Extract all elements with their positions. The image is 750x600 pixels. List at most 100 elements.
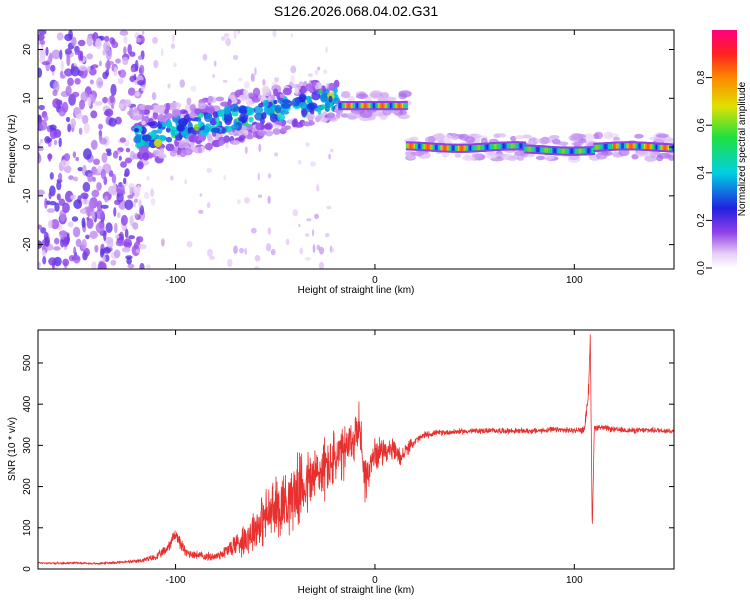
- spectrogram-cell: [248, 116, 254, 123]
- spectrogram-cell: [310, 161, 316, 167]
- figure-title: S126.2026.068.04.02.G31: [274, 3, 438, 19]
- spectrogram-cell: [298, 93, 307, 103]
- spectrogram-cell: [48, 153, 52, 162]
- spectrogram-cell: [103, 41, 110, 52]
- spectrogram-cell: [125, 255, 133, 260]
- spectrogram-cell: [169, 150, 178, 157]
- spectrogram-cell: [81, 199, 90, 205]
- spectrogram-cell: [493, 133, 501, 139]
- spectrogram-cell: [153, 149, 161, 156]
- spectrogram-cell: [111, 104, 114, 110]
- spectrogram-cell: [62, 236, 69, 248]
- spectrogram-cell: [176, 149, 181, 156]
- spectrogram-cell: [134, 198, 139, 203]
- spectrogram-cell: [233, 245, 238, 254]
- spectrogram-cell: [58, 137, 62, 148]
- spectrogram-cell: [139, 262, 145, 269]
- spectrogram-cell: [77, 167, 84, 172]
- spectrogram-cell: [281, 99, 291, 104]
- spectrogram-cell: [113, 181, 117, 193]
- spectrogram-cell: [281, 102, 291, 109]
- spectrogram-cell: [238, 117, 244, 122]
- spectrogram-cell: [330, 148, 334, 153]
- spectrogram-cell: [314, 69, 319, 75]
- spectrogram-cell: [355, 93, 369, 99]
- spectrogram-cell: [94, 101, 103, 106]
- spectrogram-cell: [329, 245, 332, 252]
- spectrogram-cell: [178, 117, 188, 127]
- spectrogram-cell: [238, 77, 243, 82]
- spectrogram-cell: [291, 119, 298, 128]
- spectrogram-cell: [51, 49, 61, 60]
- spectrogram-cell: [67, 221, 74, 228]
- spectrogram-cell: [113, 66, 118, 77]
- spectrogram-cell: [122, 56, 129, 66]
- spectrogram-cell: [635, 151, 649, 157]
- spectrogram-ytick-label: 20: [22, 44, 33, 56]
- spectrogram-cell: [267, 195, 271, 204]
- spectrogram-cell: [38, 153, 42, 164]
- snr-ytick-label: 100: [22, 519, 33, 536]
- spectrogram-cell: [102, 255, 106, 263]
- spectrogram-cell: [115, 234, 120, 239]
- spectrogram-cell: [262, 99, 269, 109]
- spectrogram-ytick-label: -20: [22, 237, 33, 252]
- spectrogram-cell: [516, 156, 524, 161]
- spectrogram-cell: [38, 67, 43, 78]
- spectrogram-cell: [170, 43, 175, 49]
- spectrogram-cell: [71, 63, 75, 73]
- spectrogram-cell: [272, 30, 277, 38]
- spectrogram-cell: [326, 112, 336, 119]
- spectrogram-cell: [75, 156, 79, 162]
- spectrogram-cell: [101, 97, 109, 104]
- spectrogram-cell: [198, 98, 207, 104]
- spectrogram-cell: [75, 238, 82, 248]
- spectrogram-cell: [239, 247, 245, 254]
- spectrogram-cell: [150, 198, 156, 206]
- spectrogram-cell: [96, 200, 103, 212]
- spectrogram-cell: [54, 202, 60, 212]
- spectrogram-cell: [98, 81, 103, 86]
- spectrogram-cell: [265, 243, 272, 252]
- spectrogram-cell: [87, 66, 91, 73]
- spectrogram-cell: [81, 208, 87, 214]
- spectrogram-cell: [102, 262, 107, 269]
- spectrogram-cell: [307, 102, 318, 109]
- spectrogram-cell: [123, 46, 127, 55]
- spectrogram-cell: [314, 213, 319, 219]
- spectrogram-cell: [102, 49, 106, 56]
- spectrogram-cell: [53, 80, 60, 93]
- spectrogram-cell: [105, 222, 113, 233]
- spectrogram-cell: [298, 102, 308, 108]
- spectrogram-cell: [119, 137, 127, 143]
- spectrogram-cell: [137, 55, 143, 60]
- spectrogram-cell: [124, 228, 129, 239]
- spectrogram-cell: [267, 173, 272, 179]
- spectrogram-cell: [140, 86, 146, 92]
- spectrogram-cell: [222, 79, 228, 83]
- spectrogram-cell: [88, 67, 97, 76]
- spectrogram-cell: [290, 75, 295, 84]
- spectrogram-cell: [272, 128, 281, 135]
- spectrogram-cell: [227, 258, 233, 267]
- spectrogram-cell: [223, 174, 226, 181]
- spectrogram-cell: [210, 127, 221, 133]
- spectrogram-cell: [189, 104, 196, 112]
- colorbar-gradient: [712, 30, 737, 268]
- spectrogram-cell: [312, 244, 316, 254]
- spectrogram-cell: [325, 232, 330, 238]
- spectrogram-cell: [267, 227, 271, 235]
- spectrogram-cell: [50, 219, 60, 230]
- spectrogram-cell: [325, 46, 328, 54]
- spectrogram-cell: [137, 80, 145, 86]
- spectrogram-cell: [74, 45, 80, 54]
- spectrogram-cell: [81, 239, 87, 251]
- spectrogram-cell: [152, 111, 159, 120]
- spectrogram-cell: [377, 96, 388, 103]
- spectrogram-cell: [333, 86, 338, 94]
- spectrogram-cell: [409, 151, 424, 157]
- snr-xtick-label: 100: [566, 575, 583, 586]
- spectrogram-cell: [66, 54, 71, 67]
- spectrogram-cell: [570, 133, 583, 140]
